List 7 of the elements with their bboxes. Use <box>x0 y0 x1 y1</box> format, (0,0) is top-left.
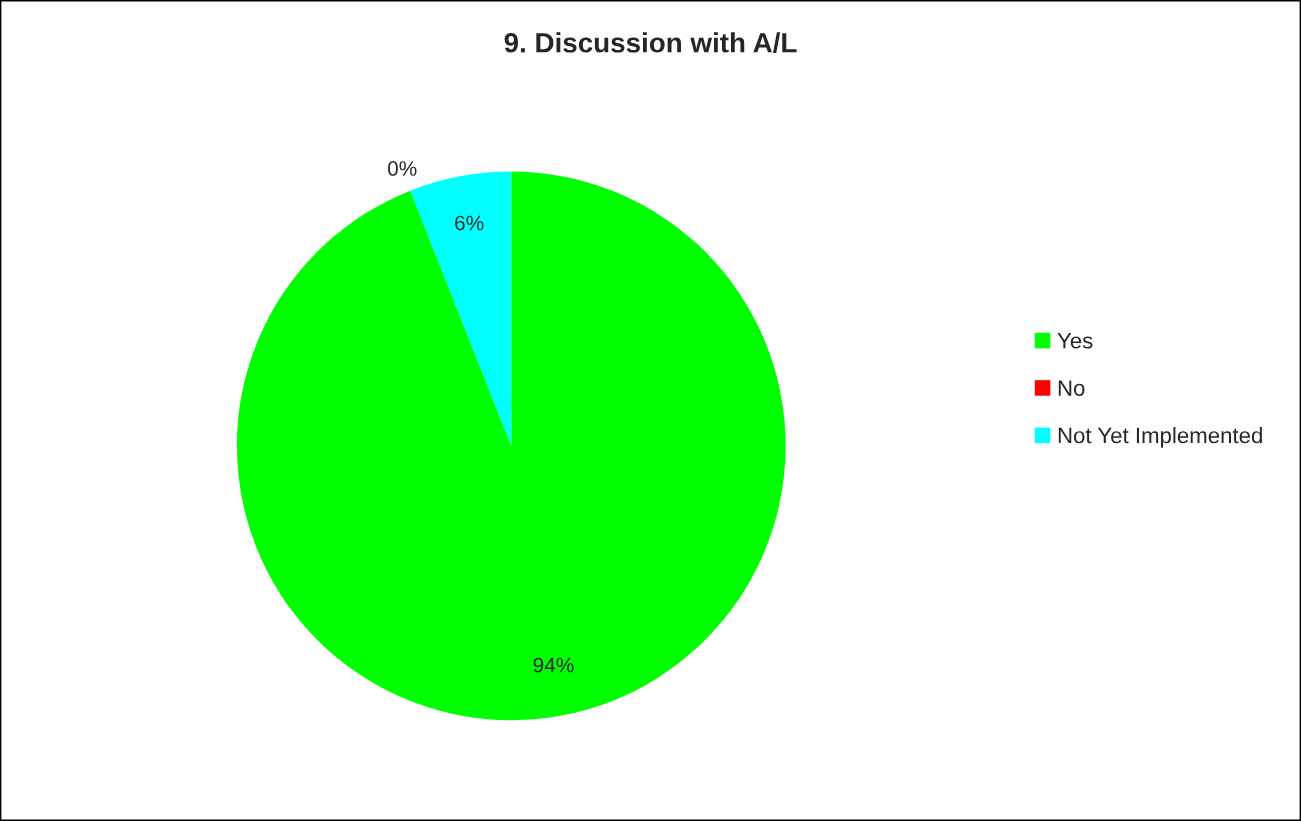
text: 0% <box>387 161 417 176</box>
chart-title: 9. Discussion with A/L <box>504 32 797 53</box>
legend-label: Not Yet Implemented <box>1058 427 1262 448</box>
legend-label: No <box>1058 380 1085 396</box>
data-label: 6% <box>455 215 484 231</box>
legend-label: Yes <box>1057 333 1093 349</box>
data-label: 94% <box>533 657 574 673</box>
